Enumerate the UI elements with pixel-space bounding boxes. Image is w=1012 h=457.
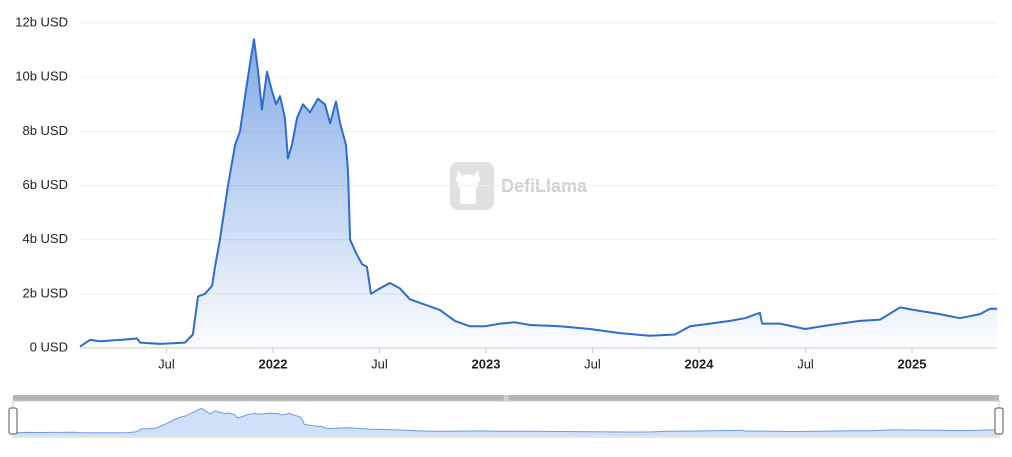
x-tick-label: 2023 <box>472 356 501 371</box>
x-tick-label: 2025 <box>898 356 927 371</box>
nav-handle-left[interactable] <box>8 407 18 435</box>
y-tick-label: 4b USD <box>22 231 68 246</box>
navigator: ||| <box>8 395 1004 438</box>
svg-text:|||: ||| <box>503 395 509 402</box>
y-tick-label: 0 USD <box>30 339 68 354</box>
x-tick-label: 2022 <box>259 356 288 371</box>
x-tick-label: Jul <box>797 356 814 371</box>
y-tick-label: 2b USD <box>22 285 68 300</box>
x-tick-label: Jul <box>584 356 601 371</box>
area-fill <box>80 39 997 349</box>
x-tick-label: Jul <box>371 356 388 371</box>
y-tick-label: 12b USD <box>15 14 68 29</box>
x-tick-label: 2024 <box>685 356 715 371</box>
y-tick-label: 6b USD <box>22 177 68 192</box>
nav-handle-right[interactable] <box>994 407 1004 435</box>
x-tick-label: Jul <box>158 356 175 371</box>
y-tick-label: 10b USD <box>15 69 68 84</box>
navigator-line <box>14 407 997 434</box>
y-tick-label: 8b USD <box>22 123 68 138</box>
area-line <box>79 38 997 348</box>
navigator-area <box>15 408 997 436</box>
